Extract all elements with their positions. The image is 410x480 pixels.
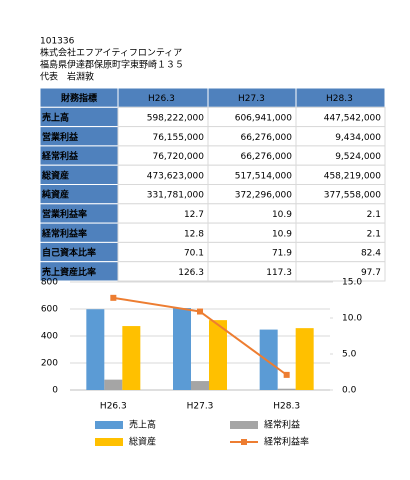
cell-text: 598,222,000	[147, 113, 205, 123]
cell-text: 2.1	[367, 229, 381, 239]
line-marker	[283, 371, 290, 378]
x-tick-label: H27.3	[187, 402, 214, 412]
code: 101336	[40, 37, 75, 47]
bar	[173, 308, 191, 390]
row-label: 経常利益率	[41, 227, 87, 239]
bar	[295, 328, 314, 390]
cell-text: 71.9	[272, 249, 292, 259]
y-tick-label: 400	[41, 332, 58, 342]
legend-label: 経常利益	[264, 419, 300, 431]
y2-tick-label: 15.0	[342, 278, 362, 288]
y2-tick-label: 5.0	[342, 350, 357, 360]
legend-swatch	[230, 421, 258, 429]
cell-text: 76,155,000	[152, 133, 204, 143]
header-text: 財務指標	[60, 92, 97, 104]
row-label: 自己資本比率	[42, 247, 96, 259]
y2-tick-label: 10.0	[342, 314, 362, 324]
bar	[277, 388, 296, 390]
bar	[86, 309, 105, 390]
cell-text: 9,524,000	[335, 152, 381, 162]
cell-text: 10.9	[272, 210, 292, 220]
cell-text: 76,720,000	[152, 152, 204, 162]
cell-text: 117.3	[266, 268, 292, 278]
cell-text: 12.7	[184, 210, 204, 220]
cell-text: 70.1	[184, 249, 204, 259]
y2-tick-label: 0.0	[342, 386, 357, 396]
line-marker	[197, 308, 203, 315]
cell-text: 458,219,000	[324, 171, 382, 181]
data-cell	[295, 261, 386, 282]
legend-swatch	[95, 438, 123, 446]
legend-label: 売上高	[129, 419, 156, 431]
cell-text: 606,941,000	[235, 113, 293, 123]
row-label: 営業利益	[42, 131, 79, 143]
cell-text: 126.3	[178, 268, 204, 278]
cell-text: 473,623,000	[147, 171, 205, 181]
cell-text: 10.9	[272, 229, 292, 239]
bar	[191, 381, 209, 390]
cell-text: 331,781,000	[147, 191, 205, 201]
company: 株式会社エフアイティフロンティア	[40, 47, 182, 59]
cell-text: 9,434,000	[335, 133, 381, 143]
cell-text: 447,542,000	[324, 113, 382, 123]
legend-label: 総資産	[129, 436, 156, 448]
header-text: H28.3	[326, 94, 353, 104]
bar	[122, 326, 141, 390]
cell-text: 377,558,000	[324, 191, 382, 201]
y-tick-label: 0	[52, 386, 58, 396]
address: 福島県伊達郡保原町字東野崎１３５	[40, 59, 184, 71]
legend-swatch	[95, 421, 123, 429]
y-tick-label: 200	[41, 359, 58, 369]
cell-text: 66,276,000	[240, 133, 292, 143]
row-label: 純資産	[41, 189, 69, 201]
row-label: 営業利益率	[42, 208, 87, 220]
legend-marker	[241, 439, 247, 445]
row-label: 総資産	[41, 169, 69, 181]
legend-label: 経常利益率	[264, 436, 309, 448]
bar	[104, 379, 123, 390]
cell-text: 12.8	[184, 229, 204, 239]
bar	[259, 329, 278, 390]
cell-text: 517,514,000	[235, 171, 293, 181]
cell-text: 2.1	[367, 210, 381, 220]
cell-text: 82.4	[361, 249, 381, 259]
line-marker	[110, 294, 117, 301]
row-label: 経常利益	[41, 150, 79, 162]
x-tick-label: H28.3	[273, 402, 300, 412]
header-text: H26.3	[148, 94, 175, 104]
cell-text: 66,276,000	[240, 152, 292, 162]
bar	[209, 320, 227, 390]
row-label: 売上高	[42, 111, 69, 123]
row-label: 売上資産比率	[42, 266, 96, 278]
cell-text: 97.7	[361, 268, 381, 278]
representative: 代表 岩淵敦	[40, 71, 94, 83]
x-tick-label: H26.3	[100, 402, 127, 412]
y-tick-label: 600	[41, 305, 58, 315]
y-tick-label: 800	[41, 278, 58, 288]
header-text: H27.3	[238, 94, 265, 104]
cell-text: 372,296,000	[235, 191, 293, 201]
